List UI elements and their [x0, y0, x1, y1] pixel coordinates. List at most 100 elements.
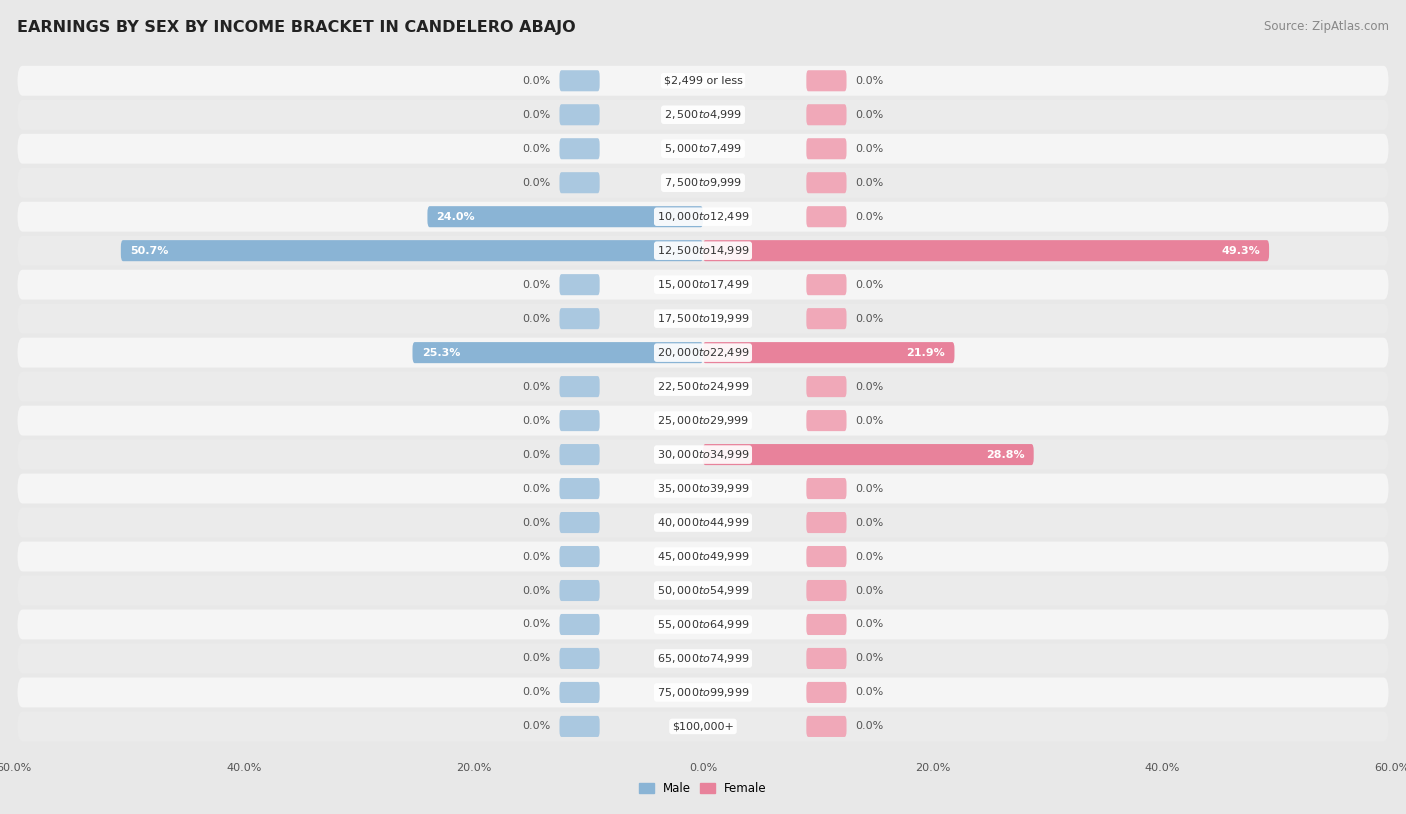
- FancyBboxPatch shape: [17, 133, 1389, 164]
- Text: 0.0%: 0.0%: [522, 382, 550, 392]
- FancyBboxPatch shape: [17, 440, 1389, 470]
- Text: 0.0%: 0.0%: [856, 688, 884, 698]
- Text: 0.0%: 0.0%: [856, 416, 884, 426]
- Text: 0.0%: 0.0%: [856, 280, 884, 290]
- FancyBboxPatch shape: [807, 546, 846, 567]
- FancyBboxPatch shape: [807, 682, 846, 703]
- FancyBboxPatch shape: [17, 711, 1389, 742]
- Text: 0.0%: 0.0%: [522, 280, 550, 290]
- Text: $25,000 to $29,999: $25,000 to $29,999: [657, 414, 749, 427]
- FancyBboxPatch shape: [807, 206, 846, 227]
- Text: 0.0%: 0.0%: [856, 552, 884, 562]
- Text: $12,500 to $14,999: $12,500 to $14,999: [657, 244, 749, 257]
- FancyBboxPatch shape: [560, 478, 599, 499]
- FancyBboxPatch shape: [807, 309, 846, 329]
- FancyBboxPatch shape: [17, 372, 1389, 401]
- FancyBboxPatch shape: [121, 240, 703, 261]
- Text: 25.3%: 25.3%: [422, 348, 460, 357]
- Text: 0.0%: 0.0%: [522, 110, 550, 120]
- Text: $100,000+: $100,000+: [672, 721, 734, 732]
- Text: 49.3%: 49.3%: [1222, 246, 1260, 256]
- FancyBboxPatch shape: [560, 512, 599, 533]
- Text: 0.0%: 0.0%: [856, 654, 884, 663]
- FancyBboxPatch shape: [703, 342, 955, 363]
- Text: $35,000 to $39,999: $35,000 to $39,999: [657, 482, 749, 495]
- FancyBboxPatch shape: [560, 173, 599, 193]
- FancyBboxPatch shape: [17, 508, 1389, 537]
- Text: $40,000 to $44,999: $40,000 to $44,999: [657, 516, 749, 529]
- FancyBboxPatch shape: [17, 644, 1389, 673]
- Text: 0.0%: 0.0%: [856, 177, 884, 188]
- Text: 0.0%: 0.0%: [522, 177, 550, 188]
- FancyBboxPatch shape: [17, 236, 1389, 265]
- FancyBboxPatch shape: [807, 173, 846, 193]
- Text: 0.0%: 0.0%: [522, 416, 550, 426]
- Text: 0.0%: 0.0%: [522, 76, 550, 85]
- FancyBboxPatch shape: [807, 478, 846, 499]
- Text: 0.0%: 0.0%: [522, 313, 550, 324]
- FancyBboxPatch shape: [703, 444, 1033, 465]
- Text: 0.0%: 0.0%: [856, 313, 884, 324]
- Text: EARNINGS BY SEX BY INCOME BRACKET IN CANDELERO ABAJO: EARNINGS BY SEX BY INCOME BRACKET IN CAN…: [17, 20, 575, 35]
- FancyBboxPatch shape: [17, 202, 1389, 232]
- FancyBboxPatch shape: [560, 648, 599, 669]
- Text: 21.9%: 21.9%: [907, 348, 945, 357]
- FancyBboxPatch shape: [17, 66, 1389, 96]
- FancyBboxPatch shape: [807, 614, 846, 635]
- FancyBboxPatch shape: [807, 376, 846, 397]
- FancyBboxPatch shape: [17, 168, 1389, 198]
- Text: 0.0%: 0.0%: [856, 110, 884, 120]
- Text: 0.0%: 0.0%: [856, 76, 884, 85]
- Text: 0.0%: 0.0%: [522, 654, 550, 663]
- FancyBboxPatch shape: [17, 474, 1389, 504]
- Text: 28.8%: 28.8%: [986, 449, 1025, 460]
- Text: $55,000 to $64,999: $55,000 to $64,999: [657, 618, 749, 631]
- FancyBboxPatch shape: [560, 410, 599, 431]
- FancyBboxPatch shape: [427, 206, 703, 227]
- Text: 0.0%: 0.0%: [856, 484, 884, 493]
- FancyBboxPatch shape: [807, 104, 846, 125]
- FancyBboxPatch shape: [560, 444, 599, 465]
- FancyBboxPatch shape: [560, 104, 599, 125]
- Text: 0.0%: 0.0%: [856, 518, 884, 527]
- Text: $65,000 to $74,999: $65,000 to $74,999: [657, 652, 749, 665]
- FancyBboxPatch shape: [560, 580, 599, 601]
- Text: 0.0%: 0.0%: [522, 585, 550, 596]
- FancyBboxPatch shape: [807, 138, 846, 160]
- Text: 0.0%: 0.0%: [856, 721, 884, 732]
- Text: $15,000 to $17,499: $15,000 to $17,499: [657, 278, 749, 291]
- FancyBboxPatch shape: [560, 614, 599, 635]
- FancyBboxPatch shape: [17, 610, 1389, 640]
- FancyBboxPatch shape: [807, 580, 846, 601]
- FancyBboxPatch shape: [807, 70, 846, 91]
- FancyBboxPatch shape: [17, 269, 1389, 300]
- Text: 0.0%: 0.0%: [856, 382, 884, 392]
- FancyBboxPatch shape: [560, 70, 599, 91]
- Text: $75,000 to $99,999: $75,000 to $99,999: [657, 686, 749, 699]
- Text: 0.0%: 0.0%: [522, 721, 550, 732]
- FancyBboxPatch shape: [560, 274, 599, 295]
- Text: 50.7%: 50.7%: [129, 246, 169, 256]
- Text: 0.0%: 0.0%: [522, 449, 550, 460]
- Text: $22,500 to $24,999: $22,500 to $24,999: [657, 380, 749, 393]
- Text: 0.0%: 0.0%: [522, 619, 550, 629]
- FancyBboxPatch shape: [560, 138, 599, 160]
- Text: Source: ZipAtlas.com: Source: ZipAtlas.com: [1264, 20, 1389, 33]
- Text: 0.0%: 0.0%: [522, 688, 550, 698]
- FancyBboxPatch shape: [17, 541, 1389, 571]
- Text: 0.0%: 0.0%: [522, 484, 550, 493]
- Text: 0.0%: 0.0%: [522, 518, 550, 527]
- FancyBboxPatch shape: [703, 240, 1270, 261]
- Text: $2,499 or less: $2,499 or less: [664, 76, 742, 85]
- FancyBboxPatch shape: [17, 338, 1389, 368]
- FancyBboxPatch shape: [807, 648, 846, 669]
- FancyBboxPatch shape: [17, 304, 1389, 334]
- Text: $5,000 to $7,499: $5,000 to $7,499: [664, 142, 742, 155]
- Text: $2,500 to $4,999: $2,500 to $4,999: [664, 108, 742, 121]
- FancyBboxPatch shape: [17, 575, 1389, 606]
- Text: 0.0%: 0.0%: [522, 144, 550, 154]
- Text: 0.0%: 0.0%: [856, 212, 884, 221]
- Text: $50,000 to $54,999: $50,000 to $54,999: [657, 584, 749, 597]
- FancyBboxPatch shape: [560, 376, 599, 397]
- Text: $7,500 to $9,999: $7,500 to $9,999: [664, 176, 742, 189]
